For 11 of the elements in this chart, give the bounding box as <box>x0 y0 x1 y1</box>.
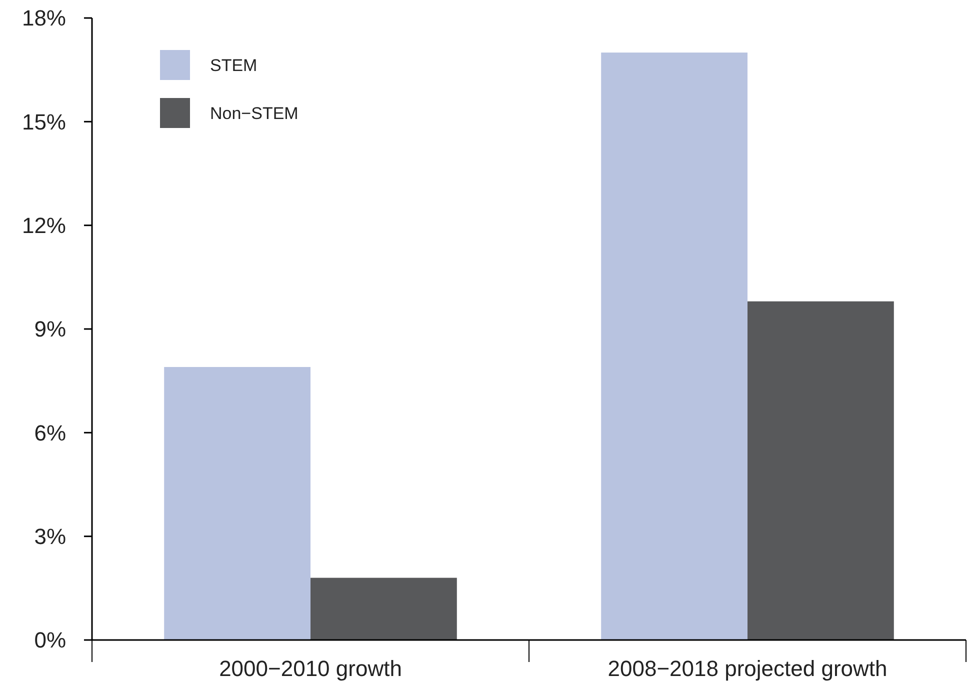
y-tick-label: 3% <box>34 524 66 550</box>
y-tick-label: 12% <box>22 213 66 238</box>
y-tick-label: 15% <box>22 109 66 134</box>
x-tick-label: 2000−2010 growth <box>219 656 402 681</box>
y-tick-label: 9% <box>34 316 66 342</box>
legend-label: STEM <box>210 56 258 75</box>
y-tick-label: 0% <box>34 628 66 653</box>
y-tick-label: 6% <box>34 420 66 446</box>
legend-label: Non−STEM <box>210 104 298 123</box>
y-tick-label: 18% <box>22 6 66 31</box>
x-tick-label: 2008−2018 projected growth <box>608 656 888 681</box>
